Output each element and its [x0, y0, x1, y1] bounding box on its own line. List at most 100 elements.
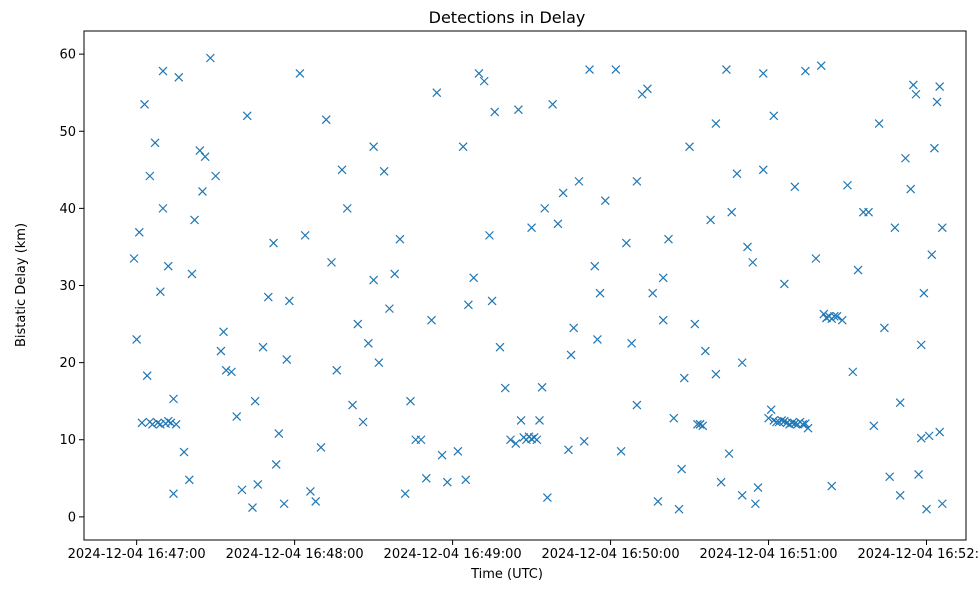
data-point [916, 340, 926, 350]
data-point [935, 427, 945, 437]
data-point [764, 413, 773, 423]
data-point [716, 477, 726, 487]
data-point [769, 111, 779, 121]
data-point [874, 119, 884, 128]
data-point [695, 419, 705, 429]
data-point [469, 273, 479, 283]
data-point [155, 287, 165, 297]
data-point [232, 412, 242, 422]
data-point [914, 470, 924, 479]
data-point [321, 115, 331, 125]
data-point [816, 61, 826, 71]
data-point [790, 419, 800, 428]
data-point [758, 165, 768, 175]
data-point [169, 489, 178, 499]
data-point [516, 416, 526, 425]
data-point [474, 68, 484, 78]
data-point [532, 435, 542, 445]
data-point [706, 215, 716, 225]
data-point [919, 288, 929, 298]
data-point [174, 72, 184, 82]
data-point [221, 365, 231, 375]
data-point [384, 304, 394, 314]
data-point [190, 215, 200, 225]
data-point [271, 459, 281, 469]
data-point [263, 292, 273, 302]
x-tick-label: 2024-12-04 16:50:00 [542, 547, 680, 562]
y-tick-label: 50 [59, 125, 76, 140]
data-point [248, 503, 257, 513]
y-axis: 0 10 20 30 40 50 60 [59, 48, 84, 525]
data-point [463, 300, 473, 310]
data-point [616, 446, 626, 456]
data-point [140, 99, 149, 109]
data-point [227, 367, 236, 377]
data-point [890, 223, 900, 233]
data-point [911, 89, 921, 99]
data-point [658, 315, 668, 325]
data-point [772, 417, 781, 427]
x-axis: 2024-12-04 16:47:00 2024-12-04 16:48:00 20… [68, 540, 979, 562]
x-tick-label: 2024-12-04 16:51:00 [699, 547, 837, 562]
data-point [566, 350, 576, 360]
data-point [711, 119, 721, 128]
data-point [935, 82, 945, 91]
data-point [437, 450, 447, 460]
data-point [600, 196, 610, 206]
data-point [353, 319, 363, 329]
data-point [374, 358, 384, 368]
data-point [611, 65, 621, 74]
data-point [916, 433, 926, 443]
data-point [134, 227, 144, 237]
data-point [421, 473, 431, 483]
data-point [513, 105, 523, 115]
data-point [750, 499, 760, 509]
data-point [658, 273, 668, 283]
data-point [487, 296, 497, 306]
plot-area [83, 30, 967, 541]
data-point [363, 338, 373, 348]
data-point [237, 485, 247, 495]
data-point [169, 394, 178, 404]
data-point [311, 497, 321, 506]
data-point [790, 182, 800, 192]
data-point [829, 311, 839, 321]
data-point [540, 203, 550, 213]
data-point [637, 89, 647, 99]
data-point [279, 499, 289, 509]
data-point [819, 309, 829, 319]
data-point [737, 490, 747, 500]
data-point [700, 346, 710, 356]
data-point [827, 481, 837, 491]
data-point [390, 269, 400, 279]
data-point [305, 486, 315, 496]
data-point [803, 423, 813, 433]
data-point [908, 80, 918, 90]
data-point [337, 165, 347, 175]
data-point [200, 152, 210, 162]
data-point [179, 447, 189, 457]
data-point [669, 413, 679, 423]
data-point [693, 419, 702, 429]
data-point [171, 419, 181, 429]
data-point [769, 416, 779, 425]
data-point [327, 257, 336, 267]
data-point [500, 383, 510, 393]
data-point [832, 311, 842, 321]
data-point [585, 65, 594, 74]
data-point [895, 398, 905, 408]
data-point [753, 483, 763, 492]
data-point [205, 53, 215, 63]
data-point [300, 230, 310, 240]
data-point [858, 207, 868, 217]
data-point [132, 335, 142, 344]
data-point [342, 203, 352, 213]
data-point [721, 65, 731, 74]
data-point [553, 219, 563, 229]
data-point [479, 76, 489, 86]
data-point [732, 169, 742, 179]
data-point [358, 417, 368, 427]
data-point [632, 400, 642, 410]
data-point [369, 142, 379, 152]
data-point [163, 261, 173, 271]
